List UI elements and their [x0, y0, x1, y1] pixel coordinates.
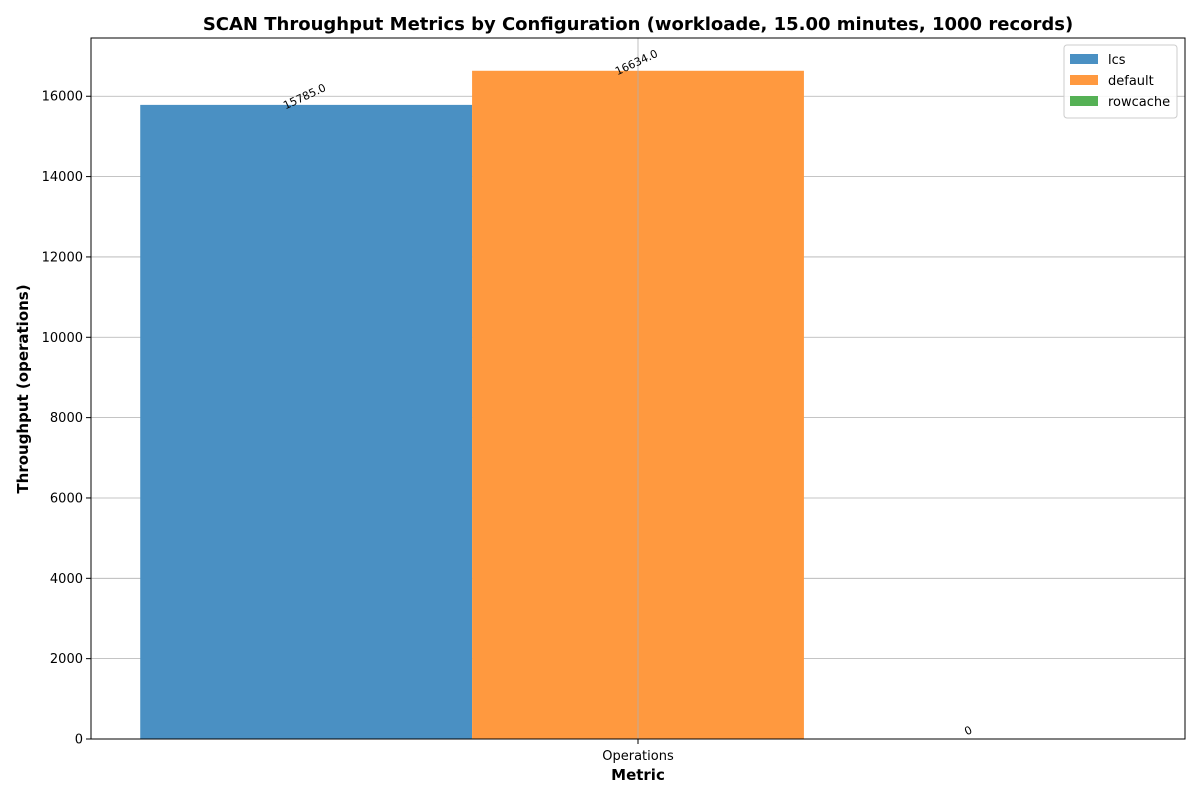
bar-lcs	[140, 104, 473, 740]
legend-swatch-default	[1070, 75, 1098, 85]
legend-label-default: default	[1108, 74, 1154, 89]
legend-label-lcs: lcs	[1108, 53, 1126, 68]
y-axis-label: Throughput (operations)	[14, 284, 32, 493]
y-tick-label: 8000	[50, 411, 83, 426]
legend-swatch-lcs	[1070, 54, 1098, 64]
y-tick-label: 6000	[50, 491, 83, 506]
x-axis-label: Metric	[611, 766, 665, 784]
chart-title: SCAN Throughput Metrics by Configuration…	[203, 14, 1073, 35]
legend-swatch-rowcache	[1070, 96, 1098, 106]
data-label-rowcache: 0	[962, 723, 974, 738]
y-tick-label: 4000	[50, 572, 83, 587]
y-tick-label: 0	[75, 733, 83, 748]
y-tick-label: 14000	[42, 170, 83, 185]
y-tick-label: 2000	[50, 652, 83, 667]
x-tick-label: Operations	[602, 749, 674, 764]
y-tick-label: 10000	[42, 331, 83, 346]
y-tick-label: 16000	[42, 90, 83, 105]
plot-area: 15785.016634.000200040006000800010000120…	[42, 37, 1186, 764]
legend-label-rowcache: rowcache	[1108, 95, 1170, 110]
y-tick-label: 12000	[42, 250, 83, 265]
legend: lcs default rowcache	[1063, 44, 1178, 119]
